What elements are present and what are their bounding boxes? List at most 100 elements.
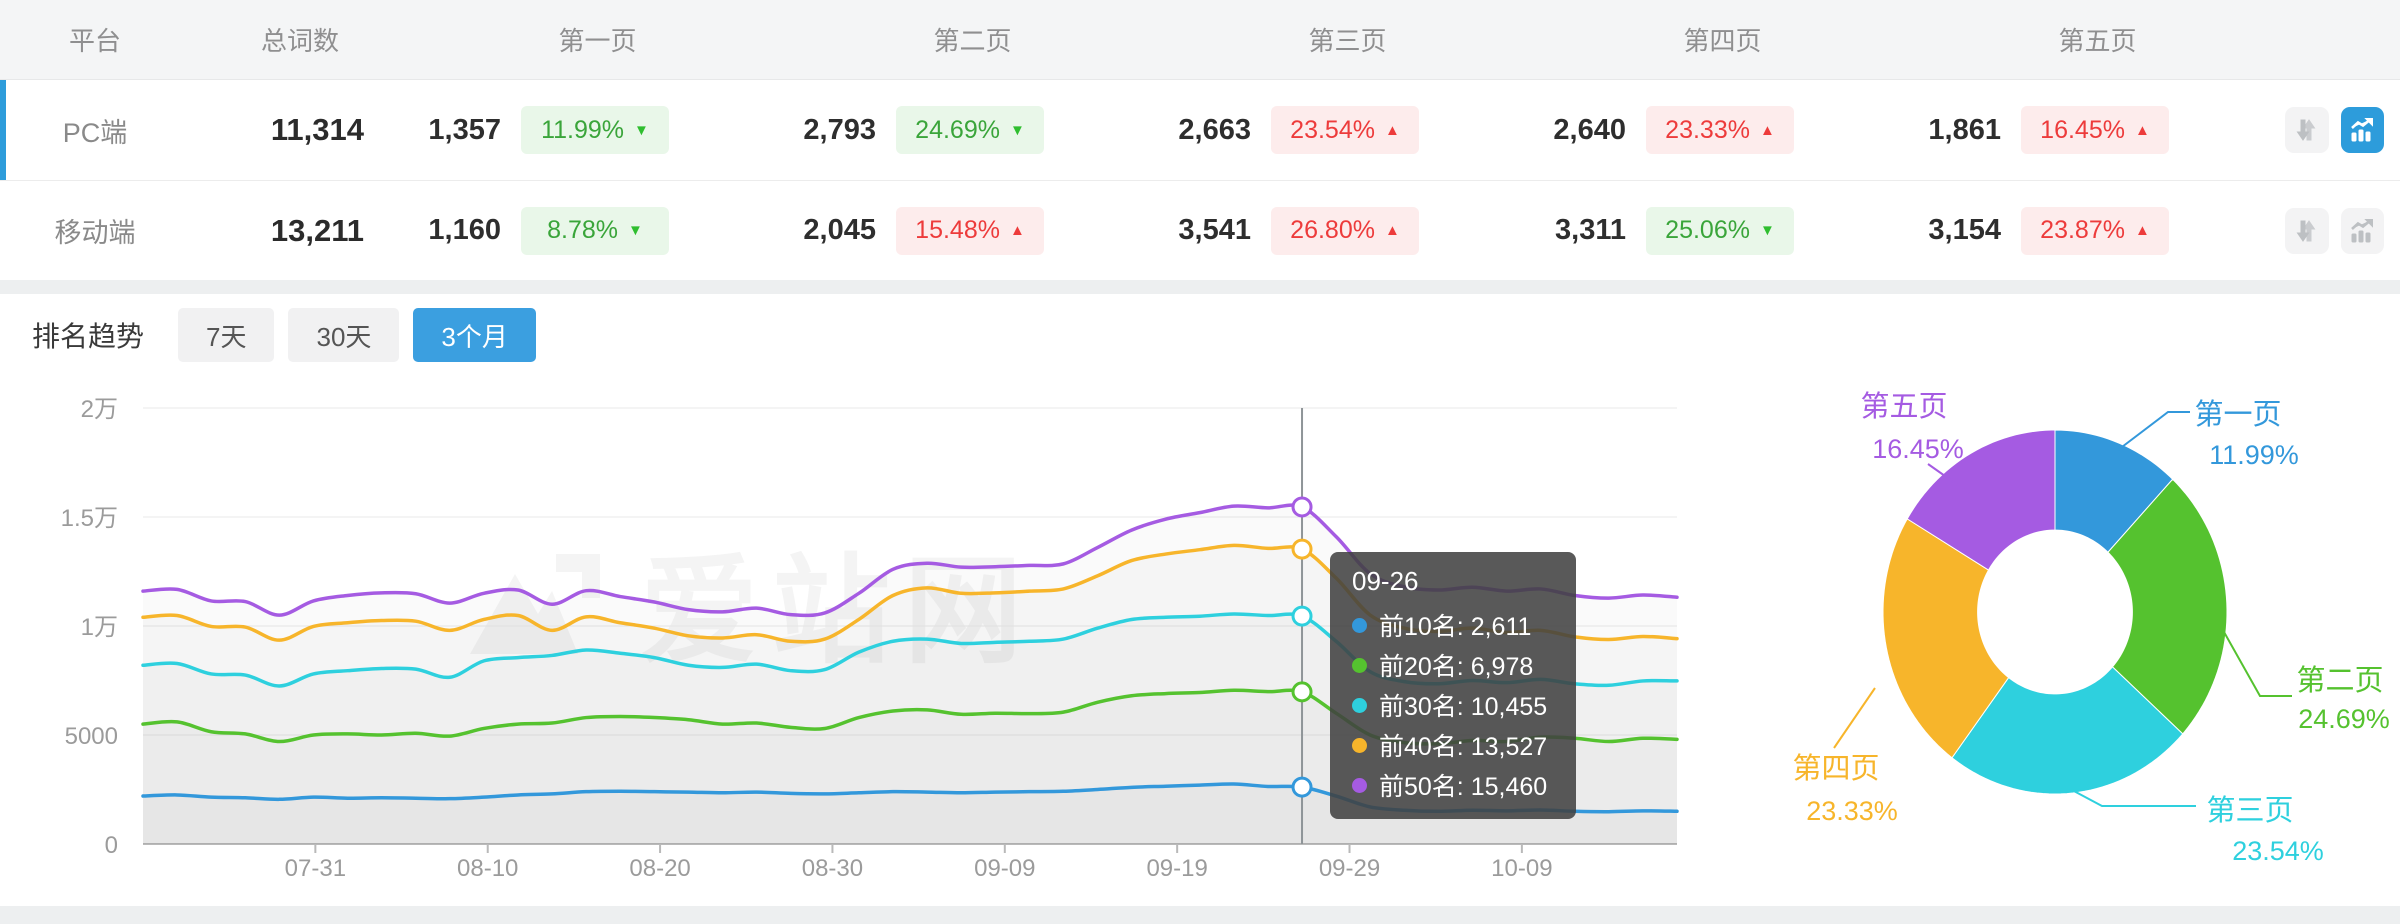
page4-cell: 2,640 23.33% ▲ xyxy=(1535,106,1910,154)
page4-count: 3,311 xyxy=(1555,214,1626,246)
rank-trend-line-chart[interactable]: 0 5000 1万 1.5万 2万 07-31 08-10 08-20 08-30 09-09 09… xyxy=(0,360,1720,906)
svg-text:1万: 1万 xyxy=(81,614,118,641)
page4-cell: 3,311 25.06% ▼ xyxy=(1535,206,1910,255)
col-header-page2: 第二页 xyxy=(933,26,1012,56)
show-trend-chart-button[interactable] xyxy=(2340,207,2384,254)
page1-count: 1,160 xyxy=(428,214,501,246)
page2-count: 2,793 xyxy=(803,113,876,146)
svg-text:16.45%: 16.45% xyxy=(1872,434,1964,464)
page3-cell: 2,663 23.54% ▲ xyxy=(1160,106,1535,154)
svg-text:23.54%: 23.54% xyxy=(2232,836,2324,866)
col-header-page5: 第五页 xyxy=(2058,26,2137,56)
page4-change-badge: 23.33% ▲ xyxy=(1646,106,1794,154)
chart-tooltip: 09-26 前10名: 2,611 前20名: 6,978 前30名: 10,4… xyxy=(1330,552,1576,819)
page5-count: 1,861 xyxy=(1928,113,2001,146)
page5-cell: 1,861 16.45% ▲ xyxy=(1910,106,2285,154)
row-actions xyxy=(2285,207,2400,254)
page5-change-badge: 16.45% ▲ xyxy=(2021,106,2169,154)
svg-text:09-09: 09-09 xyxy=(974,855,1035,882)
svg-text:07-31: 07-31 xyxy=(285,855,346,882)
page1-change-badge: 8.78% ▼ xyxy=(521,206,669,255)
page1-cell: 1,160 8.78% ▼ xyxy=(410,206,785,255)
page2-change-badge: 15.48% ▲ xyxy=(896,206,1044,255)
svg-text:第五页: 第五页 xyxy=(1860,390,1947,423)
page-distribution-donut: 第一页 11.99% 第二页 24.69% 第三页 23.54% 第四页 23.33% 第五页 1… xyxy=(1720,360,2400,906)
page5-count: 3,154 xyxy=(1928,214,2001,246)
tab-7days[interactable]: 7天 xyxy=(178,308,275,362)
page3-count: 3,541 xyxy=(1178,214,1251,246)
tooltip-item: 前50名: 15,460 xyxy=(1352,765,1576,805)
col-header-total-words: 总词数 xyxy=(260,26,339,56)
line-chart-area: 爱站网 050001万1.5万2万07-3108-1008-2008-3009-… xyxy=(0,360,1720,906)
platform-label: 移动端 xyxy=(54,218,136,248)
table-row-mobile[interactable]: 移动端 13,211 1,160 8.78% ▼ 2,045 15.48% ▲ 3,… xyxy=(0,180,2400,280)
page3-change-badge: 23.54% ▲ xyxy=(1271,106,1419,154)
svg-text:08-30: 08-30 xyxy=(802,855,863,882)
up-down-arrows-icon xyxy=(2296,119,2316,141)
trend-arrow-icon: ▲ xyxy=(2134,121,2150,139)
page5-change-badge: 23.87% ▲ xyxy=(2021,206,2169,255)
series-dot-top40 xyxy=(1352,737,1367,753)
total-words-value: 11,314 xyxy=(270,112,364,147)
svg-text:24.69%: 24.69% xyxy=(2298,704,2390,734)
tooltip-date: 09-26 xyxy=(1352,566,1419,596)
trend-arrow-icon: ▲ xyxy=(1759,121,1775,139)
svg-text:第四页: 第四页 xyxy=(1792,752,1879,785)
page2-change-badge: 24.69% ▼ xyxy=(896,106,1044,154)
row-actions xyxy=(2285,107,2400,153)
series-dot-top50 xyxy=(1352,777,1367,793)
page3-change-badge: 26.80% ▲ xyxy=(1271,206,1419,255)
svg-text:10-09: 10-09 xyxy=(1491,855,1552,882)
svg-text:08-20: 08-20 xyxy=(629,855,690,882)
trend-arrow-icon: ▼ xyxy=(628,222,643,239)
table-row-pc[interactable]: PC端 11,314 1,357 11.99% ▼ 2,793 24.69% ▼ 2… xyxy=(0,80,2400,180)
trend-arrow-icon: ▼ xyxy=(634,121,649,139)
svg-text:第一页: 第一页 xyxy=(2194,398,2281,431)
page2-cell: 2,793 24.69% ▼ xyxy=(785,106,1160,154)
trend-arrow-icon: ▼ xyxy=(1009,121,1025,139)
trend-arrow-icon: ▲ xyxy=(2134,222,2150,239)
page5-cell: 3,154 23.87% ▲ xyxy=(1910,206,2285,255)
trend-arrow-icon: ▲ xyxy=(1009,222,1025,239)
series-dot-top10 xyxy=(1352,617,1367,633)
series-dot-top20 xyxy=(1352,657,1367,673)
sort-compare-button[interactable] xyxy=(2285,207,2329,254)
col-header-page1: 第一页 xyxy=(558,26,637,56)
page3-count: 2,663 xyxy=(1178,113,1251,146)
svg-text:2万: 2万 xyxy=(81,396,118,423)
page1-count: 1,357 xyxy=(428,113,501,146)
svg-text:第三页: 第三页 xyxy=(2206,794,2293,827)
tooltip-item: 前30名: 10,455 xyxy=(1352,685,1576,725)
trend-arrow-icon: ▲ xyxy=(1384,121,1400,139)
platform-label: PC端 xyxy=(62,117,128,148)
svg-text:11.99%: 11.99% xyxy=(2209,440,2299,470)
tab-3months[interactable]: 3个月 xyxy=(413,308,536,362)
donut-chart[interactable]: 第一页 11.99% 第二页 24.69% 第三页 23.54% 第四页 23.33% 第五页 1… xyxy=(1720,360,2400,906)
col-header-platform: 平台 xyxy=(68,26,121,56)
tooltip-item: 前10名: 2,611 xyxy=(1352,605,1576,645)
series-dot-top30 xyxy=(1352,697,1367,713)
col-header-page3: 第三页 xyxy=(1308,26,1387,56)
up-down-arrows-icon xyxy=(2296,219,2316,242)
svg-text:09-19: 09-19 xyxy=(1146,855,1207,882)
svg-text:1.5万: 1.5万 xyxy=(61,505,118,532)
tooltip-item: 前40名: 13,527 xyxy=(1352,725,1576,765)
show-trend-chart-button[interactable] xyxy=(2340,107,2384,153)
page2-count: 2,045 xyxy=(803,214,876,246)
svg-text:09-29: 09-29 xyxy=(1319,855,1380,882)
page3-cell: 3,541 26.80% ▲ xyxy=(1160,206,1535,255)
rank-table: 平台 总词数 第一页 第二页 第三页 第四页 第五页 PC端 11,314 1,… xyxy=(0,0,2400,280)
trend-chart-icon xyxy=(2351,117,2374,142)
svg-text:5000: 5000 xyxy=(65,723,118,750)
trend-controls: 排名趋势 7天 30天 3个月 xyxy=(32,308,536,362)
trend-arrow-icon: ▼ xyxy=(1759,222,1775,239)
col-header-page4: 第四页 xyxy=(1683,26,1762,56)
tab-30days[interactable]: 30天 xyxy=(288,308,400,362)
svg-text:08-10: 08-10 xyxy=(457,855,518,882)
sort-compare-button[interactable] xyxy=(2285,107,2329,153)
svg-text:23.33%: 23.33% xyxy=(1806,796,1898,826)
trend-title: 排名趋势 xyxy=(32,321,145,352)
page4-change-badge: 25.06% ▼ xyxy=(1646,206,1794,255)
svg-text:0: 0 xyxy=(105,832,118,859)
